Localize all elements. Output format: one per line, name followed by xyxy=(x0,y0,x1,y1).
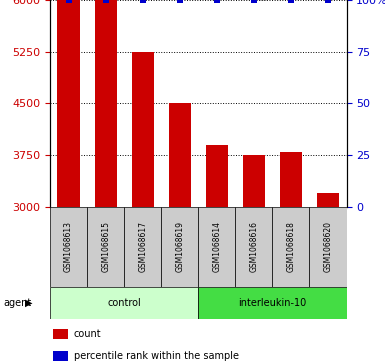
Point xyxy=(65,0,72,3)
Bar xyxy=(124,207,161,287)
Bar xyxy=(132,52,154,207)
Text: GSM1068616: GSM1068616 xyxy=(249,221,258,272)
Text: interleukin-10: interleukin-10 xyxy=(238,298,306,308)
Bar xyxy=(273,207,310,287)
Bar xyxy=(235,207,273,287)
Text: GSM1068620: GSM1068620 xyxy=(323,221,333,272)
Point xyxy=(102,0,109,3)
Bar xyxy=(206,145,228,207)
Point xyxy=(251,0,257,3)
Text: agent: agent xyxy=(4,298,32,308)
Text: GSM1068615: GSM1068615 xyxy=(101,221,110,272)
Text: ▶: ▶ xyxy=(25,298,33,308)
Bar xyxy=(57,0,80,207)
Point xyxy=(140,0,146,3)
Bar xyxy=(161,207,198,287)
Text: GSM1068618: GSM1068618 xyxy=(286,221,295,272)
Bar xyxy=(50,207,87,287)
Point xyxy=(214,0,220,3)
Text: count: count xyxy=(74,329,101,339)
Bar xyxy=(198,207,235,287)
Point xyxy=(177,0,183,3)
Text: percentile rank within the sample: percentile rank within the sample xyxy=(74,351,239,361)
Point xyxy=(325,0,331,3)
Bar xyxy=(198,287,346,319)
Text: GSM1068614: GSM1068614 xyxy=(212,221,221,272)
Text: GSM1068619: GSM1068619 xyxy=(175,221,184,272)
Text: control: control xyxy=(107,298,141,308)
Bar xyxy=(280,152,302,207)
Bar xyxy=(169,103,191,207)
Bar xyxy=(95,0,117,207)
Bar xyxy=(310,207,346,287)
Bar xyxy=(87,207,124,287)
Bar xyxy=(50,287,198,319)
Bar xyxy=(53,351,68,361)
Bar xyxy=(243,155,265,207)
Bar xyxy=(53,330,68,339)
Bar xyxy=(317,193,339,207)
Point xyxy=(288,0,294,3)
Text: GSM1068613: GSM1068613 xyxy=(64,221,73,272)
Text: GSM1068617: GSM1068617 xyxy=(138,221,147,272)
